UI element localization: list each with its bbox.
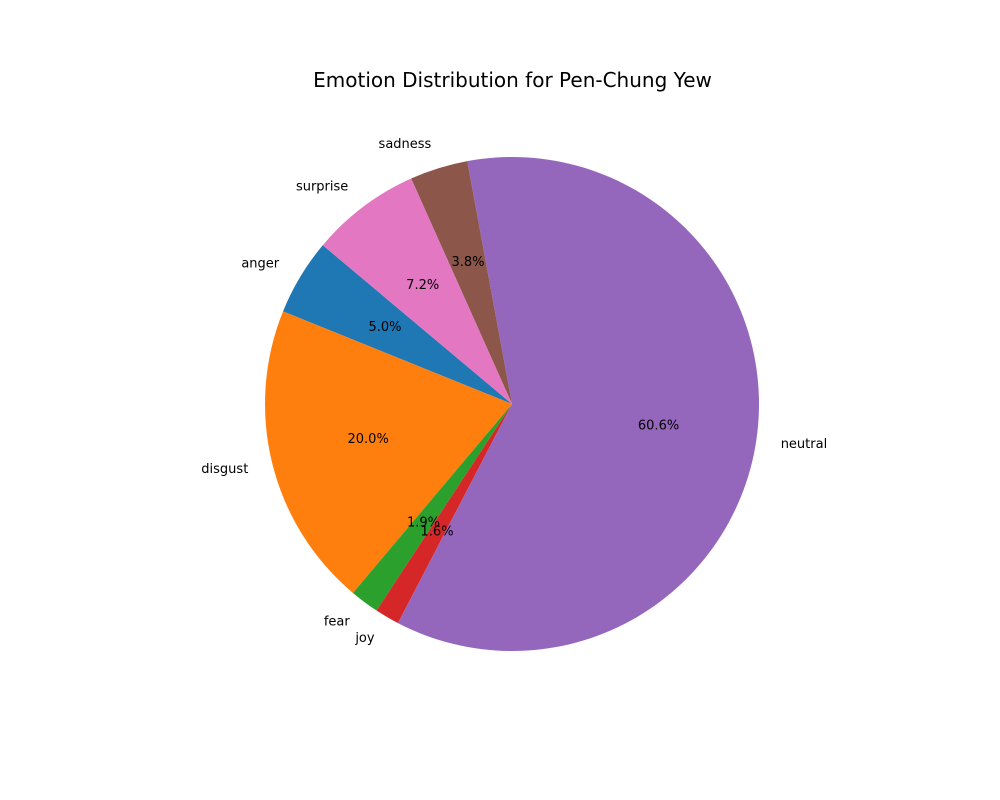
pie-slice-disgust — [264, 311, 512, 593]
pct-label-sadness: 3.8% — [451, 255, 484, 270]
slice-label-neutral: neutral — [781, 437, 828, 452]
chart-title: Emotion Distribution for Pen-Chung Yew — [313, 68, 712, 92]
pie-slice-neutral — [397, 157, 759, 652]
slice-label-disgust: disgust — [201, 462, 248, 477]
slice-label-sadness: sadness — [379, 137, 432, 152]
pie-slice-surprise — [322, 178, 512, 404]
slice-label-anger: anger — [241, 257, 279, 272]
pie-slice-joy — [376, 404, 512, 624]
pie-slice-fear — [352, 404, 512, 611]
pct-label-fear: 1.9% — [407, 515, 440, 530]
pie-slice-sadness — [411, 161, 512, 404]
pct-label-neutral: 60.6% — [638, 418, 679, 433]
slice-label-surprise: surprise — [296, 180, 348, 195]
pct-label-surprise: 7.2% — [406, 278, 439, 293]
slice-label-fear: fear — [324, 614, 351, 629]
pct-label-anger: 5.0% — [368, 320, 401, 335]
slice-label-joy: joy — [354, 631, 375, 646]
pie-slice-anger — [283, 245, 512, 404]
pct-label-joy: 1.6% — [421, 524, 454, 539]
pct-label-disgust: 20.0% — [348, 432, 389, 447]
